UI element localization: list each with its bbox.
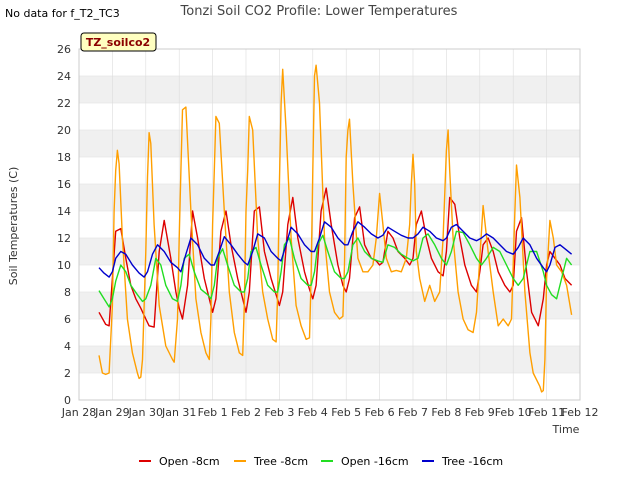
y-tick-label: 16 xyxy=(57,178,71,191)
series-line-tree-8cm xyxy=(98,64,573,393)
plot-background-bands xyxy=(79,76,580,373)
site-badge-box xyxy=(80,32,157,52)
corner-note: No data for f_T2_TC3 xyxy=(5,7,120,20)
y-axis-title: Soil Temperatures (C) xyxy=(7,167,20,286)
y-tick-label: 0 xyxy=(64,394,71,407)
y-tick-label: 20 xyxy=(57,124,71,137)
series-line-open-16cm xyxy=(98,230,573,308)
plot-band xyxy=(79,184,580,211)
site-badge-label: TZ_soilco2 xyxy=(86,36,150,49)
y-tick-label: 4 xyxy=(64,340,71,353)
legend-label-open-16cm: Open -16cm xyxy=(341,455,409,468)
plot-band xyxy=(79,130,580,157)
x-tick-label: Feb 10 xyxy=(495,406,532,419)
x-tick-label: Jan 29 xyxy=(94,406,129,419)
x-tick-label: Jan 31 xyxy=(161,406,196,419)
series-line-tree-16cm xyxy=(98,221,573,278)
plot-band xyxy=(79,292,580,319)
x-tick-label: Feb 8 xyxy=(431,406,461,419)
legend-label-tree-16cm: Tree -16cm xyxy=(441,455,503,468)
series-layer xyxy=(98,64,573,393)
x-tick-label: Feb 7 xyxy=(398,406,428,419)
plot-band xyxy=(79,346,580,373)
x-tick-label: Feb 11 xyxy=(528,406,565,419)
x-tick-label: Feb 9 xyxy=(465,406,495,419)
y-tick-label: 24 xyxy=(57,70,71,83)
x-tick-label: Feb 5 xyxy=(331,406,361,419)
x-axis-title: Time xyxy=(552,423,580,436)
x-tick-label: Feb 2 xyxy=(231,406,261,419)
plot-band xyxy=(79,238,580,265)
x-tick-label: Feb 1 xyxy=(198,406,228,419)
legend-label-open-8cm: Open -8cm xyxy=(159,455,220,468)
y-tick-label: 10 xyxy=(57,259,71,272)
x-tick-label: Feb 12 xyxy=(562,406,599,419)
x-tick-label: Jan 28 xyxy=(61,406,96,419)
x-tick-label: Jan 30 xyxy=(128,406,163,419)
y-tick-label: 12 xyxy=(57,232,71,245)
x-tick-label: Feb 3 xyxy=(264,406,294,419)
y-tick-label: 18 xyxy=(57,151,71,164)
y-tick-label: 6 xyxy=(64,313,71,326)
plot-frame xyxy=(78,48,581,401)
y-tick-label: 22 xyxy=(57,97,71,110)
plot-band xyxy=(79,76,580,103)
y-tick-label: 8 xyxy=(64,286,71,299)
y-tick-label: 26 xyxy=(57,43,71,56)
y-tick-label: 2 xyxy=(64,367,71,380)
x-tick-label: Feb 6 xyxy=(365,406,395,419)
chart-title: Tonzi Soil CO2 Profile: Lower Temperatur… xyxy=(180,4,458,19)
x-tick-label: Feb 4 xyxy=(298,406,328,419)
legend-label-tree-8cm: Tree -8cm xyxy=(253,455,308,468)
site-badge: TZ_soilco2 xyxy=(80,32,157,52)
legend: Open -8cm Tree -8cm Open -16cm Tree -16cm xyxy=(139,455,503,468)
y-tick-label: 14 xyxy=(57,205,71,218)
